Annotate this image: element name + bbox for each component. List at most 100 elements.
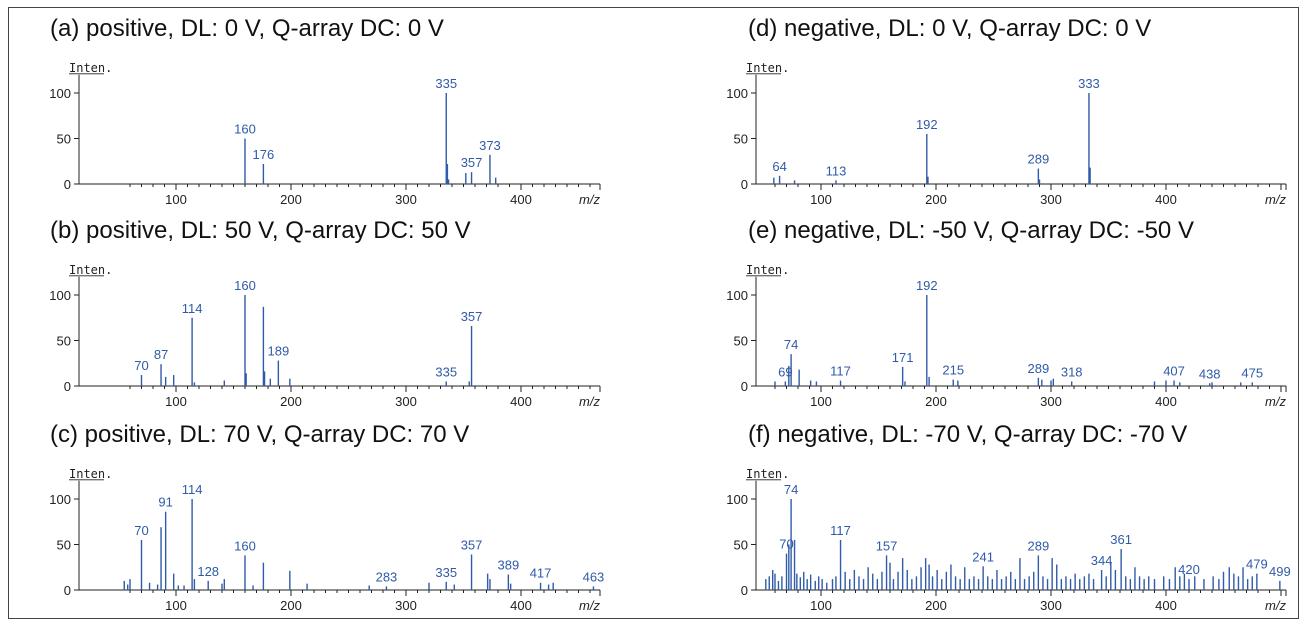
peak-label: 344: [1091, 553, 1113, 568]
y-tick-label: 0: [64, 177, 71, 192]
peak-label: 241: [972, 549, 994, 564]
peak-label: 176: [253, 147, 275, 162]
panel-title: (a) positive, DL: 0 V, Q-array DC: 0 V: [50, 15, 444, 42]
peak-label: 289: [1027, 152, 1049, 167]
peak-label: 160: [234, 278, 256, 293]
peak-label: 499: [1269, 564, 1291, 579]
y-tick-label: 100: [726, 86, 748, 101]
y-tick-label: 0: [741, 177, 748, 192]
x-tick-label: 100: [165, 598, 187, 613]
peak-label: 361: [1110, 532, 1132, 547]
peak-label: 438: [1199, 366, 1221, 381]
y-tick-label: 50: [57, 334, 71, 349]
x-tick-label: 300: [395, 192, 417, 207]
panel-title: (f) negative, DL: -70 V, Q-array DC: -70…: [748, 421, 1188, 448]
peak-label: 283: [376, 569, 398, 584]
y-tick-label: 100: [49, 492, 71, 507]
peak-label: 420: [1178, 562, 1200, 577]
x-tick-label: 300: [1040, 394, 1062, 409]
y-tick-label: 50: [734, 334, 748, 349]
peak-label: 189: [267, 344, 289, 359]
y-tick-label: 50: [57, 538, 71, 553]
peak-label: 171: [892, 350, 914, 365]
y-axis-label: Inten.: [746, 263, 789, 277]
x-tick-label: 400: [1155, 598, 1177, 613]
x-axis-label: m/z: [1265, 192, 1286, 207]
y-tick-label: 0: [741, 379, 748, 394]
y-tick-label: 100: [726, 288, 748, 303]
peak-label: 113: [826, 163, 847, 178]
x-tick-label: 200: [925, 192, 947, 207]
x-tick-label: 400: [510, 598, 532, 613]
x-axis-label: m/z: [1265, 394, 1286, 409]
peak-label: 117: [830, 523, 851, 538]
x-tick-label: 400: [1155, 192, 1177, 207]
spectrum-panel-f: (f) negative, DL: -70 V, Q-array DC: -70…: [714, 421, 1294, 619]
peak-label: 70: [134, 523, 148, 538]
peak-label: 333: [1078, 76, 1100, 91]
panel-title: (d) negative, DL: 0 V, Q-array DC: 0 V: [748, 15, 1152, 42]
peak-label: 289: [1027, 361, 1049, 376]
spectrum-panel-a: (a) positive, DL: 0 V, Q-array DC: 0 V 0…: [40, 15, 610, 215]
x-tick-label: 300: [1040, 192, 1062, 207]
y-axis-label: Inten.: [69, 61, 112, 75]
spectrum-panel-d: (d) negative, DL: 0 V, Q-array DC: 0 V 0…: [714, 15, 1294, 215]
x-tick-label: 400: [510, 192, 532, 207]
x-axis-label: m/z: [1265, 598, 1286, 613]
peak-label: 389: [497, 558, 519, 573]
peak-label: 192: [916, 278, 938, 293]
peak-label: 128: [197, 564, 219, 579]
x-tick-label: 100: [810, 394, 832, 409]
peak-label: 64: [772, 159, 786, 174]
peak-label: 357: [461, 538, 483, 553]
peak-label: 74: [784, 482, 798, 497]
peak-label: 91: [158, 495, 172, 510]
peak-label: 407: [1163, 364, 1185, 379]
x-tick-label: 300: [395, 394, 417, 409]
x-tick-label: 200: [280, 598, 302, 613]
y-tick-label: 0: [741, 583, 748, 598]
x-tick-label: 100: [810, 598, 832, 613]
peak-label: 475: [1241, 365, 1263, 380]
peak-label: 318: [1061, 364, 1083, 379]
panel-title: (c) positive, DL: 70 V, Q-array DC: 70 V: [50, 421, 470, 448]
peak-label: 289: [1027, 538, 1049, 553]
peak-label: 335: [435, 364, 457, 379]
peak-label: 335: [435, 76, 457, 91]
peak-label: 215: [942, 363, 964, 378]
y-axis-label: Inten.: [746, 467, 789, 481]
x-tick-label: 200: [925, 598, 947, 613]
x-tick-label: 400: [1155, 394, 1177, 409]
x-tick-label: 100: [165, 394, 187, 409]
y-tick-label: 50: [734, 538, 748, 553]
peak-label: 70: [779, 537, 793, 552]
peak-label: 373: [479, 138, 501, 153]
y-axis-label: Inten.: [69, 263, 112, 277]
y-tick-label: 100: [49, 288, 71, 303]
x-tick-label: 200: [925, 394, 947, 409]
spectrum-plot: 0 50 100 100 200 300 400 Inten. m/z 64 113 192 289 33…: [726, 61, 1287, 207]
peak-label: 87: [154, 347, 168, 362]
x-tick-label: 400: [510, 394, 532, 409]
peak-label: 114: [182, 482, 203, 497]
y-tick-label: 0: [64, 583, 71, 598]
x-axis-label: m/z: [579, 598, 600, 613]
peak-label: 357: [461, 309, 483, 324]
peak-label: 117: [830, 364, 851, 379]
peak-label: 357: [461, 155, 483, 170]
x-axis-label: m/z: [579, 394, 600, 409]
peak-label: 160: [234, 538, 256, 553]
spectrum-panel-b: (b) positive, DL: 50 V, Q-array DC: 50 V…: [40, 217, 610, 417]
spectrum-plot: 0 50 100 100 200 300 400 Inten. m/z 70 91 114 128 160…: [49, 467, 605, 613]
panel-title: (b) positive, DL: 50 V, Q-array DC: 50 V: [50, 217, 471, 244]
peak-label: 114: [182, 301, 203, 316]
peak-label: 70: [134, 358, 148, 373]
frame-left-border: [8, 7, 9, 619]
peak-label: 463: [583, 569, 605, 584]
x-tick-label: 100: [165, 192, 187, 207]
spectrum-panel-c: (c) positive, DL: 70 V, Q-array DC: 70 V…: [40, 421, 610, 619]
y-tick-label: 100: [726, 492, 748, 507]
spectrum-plot: 0 50 100 100 200 300 400 Inten. m/z 70 74 117 157 241…: [726, 467, 1291, 613]
peak-label: 479: [1246, 557, 1268, 572]
